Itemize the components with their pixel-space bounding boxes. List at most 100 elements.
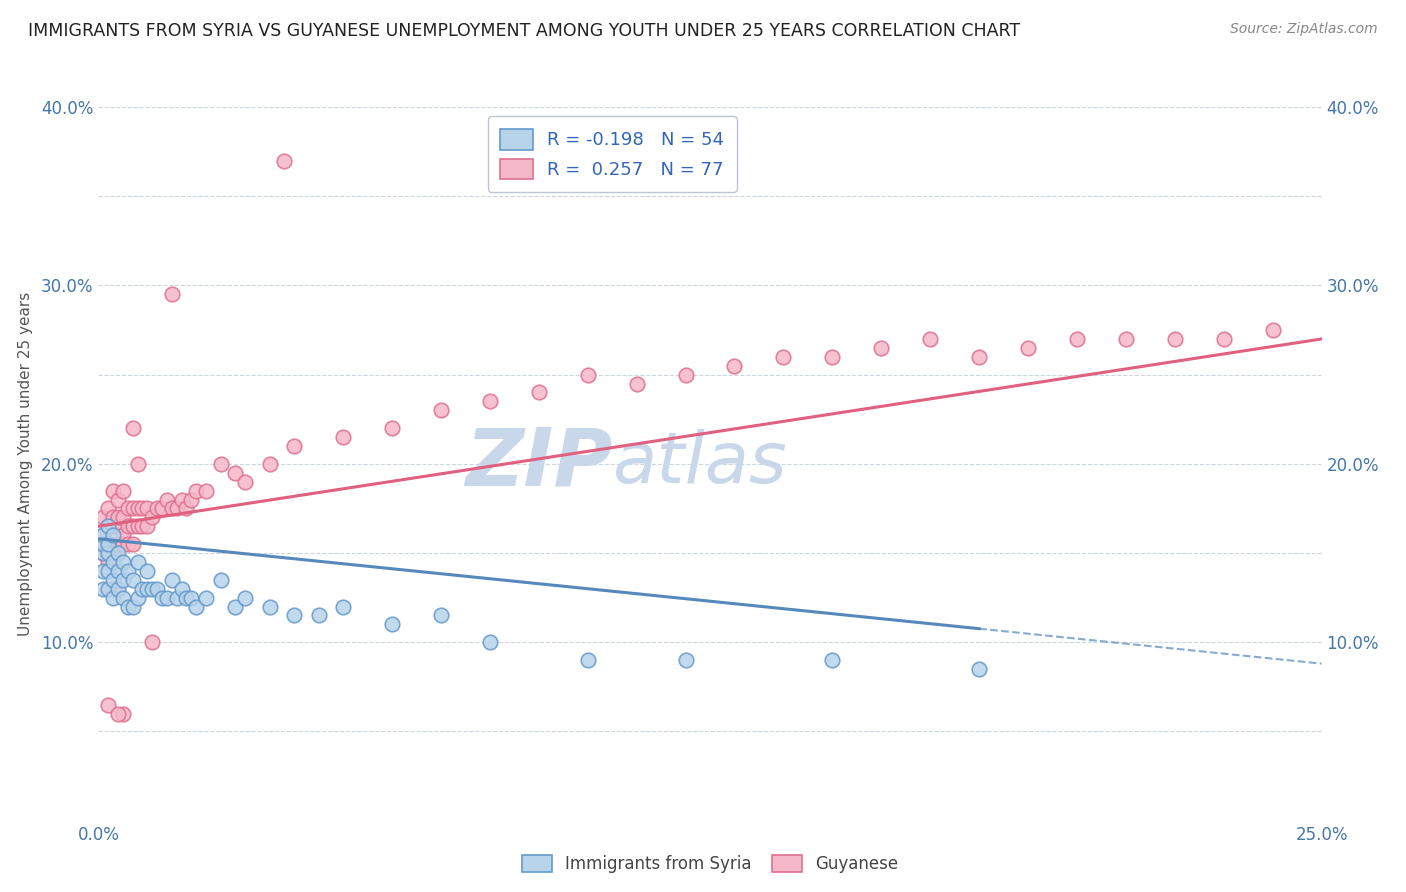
Point [156,591,179,605]
Text: Source: ZipAtlas.com: Source: ZipAtlas.com [1230,22,1378,37]
Point [131,519,153,533]
Point [91,537,114,551]
Point [160,287,183,301]
Point [127,555,149,569]
Point [91,510,114,524]
Point [626,376,648,391]
Point [141,635,163,649]
Point [576,368,599,382]
Point [107,519,129,533]
Point [111,591,134,605]
Point [111,528,134,542]
Point [91,537,114,551]
Point [1212,332,1234,346]
Point [97,537,120,551]
Point [97,519,120,533]
Point [150,591,173,605]
Point [772,350,794,364]
Point [283,439,305,453]
Point [1066,332,1088,346]
Y-axis label: Unemployment Among Youth under 25 years: Unemployment Among Youth under 25 years [18,292,32,636]
Point [332,599,354,614]
Point [180,492,202,507]
Point [141,582,163,596]
Legend: Immigrants from Syria, Guyanese: Immigrants from Syria, Guyanese [515,848,905,880]
Point [478,394,501,409]
Point [136,519,159,533]
Point [117,564,139,578]
Point [97,537,120,551]
Point [967,662,990,676]
Point [146,582,169,596]
Point [1115,332,1137,346]
Point [308,608,330,623]
Point [101,510,124,524]
Point [107,537,129,551]
Point [121,421,143,435]
Point [131,582,153,596]
Point [91,546,114,560]
Point [170,582,193,596]
Point [107,492,129,507]
Point [166,591,188,605]
Point [233,591,256,605]
Point [111,706,134,721]
Point [209,457,232,471]
Point [273,153,295,168]
Point [146,501,169,516]
Point [576,653,599,667]
Point [1017,341,1039,355]
Point [176,501,198,516]
Point [121,599,143,614]
Point [111,483,134,498]
Point [111,555,134,569]
Point [283,608,305,623]
Point [224,466,246,480]
Point [723,359,745,373]
Point [259,457,281,471]
Point [527,385,550,400]
Point [111,573,134,587]
Point [107,706,129,721]
Point [127,591,149,605]
Point [967,350,990,364]
Text: IMMIGRANTS FROM SYRIA VS GUYANESE UNEMPLOYMENT AMONG YOUTH UNDER 25 YEARS CORREL: IMMIGRANTS FROM SYRIA VS GUYANESE UNEMPL… [28,22,1021,40]
Point [186,483,208,498]
Point [97,698,120,712]
Point [121,537,143,551]
Point [259,599,281,614]
Point [870,341,893,355]
Point [91,582,114,596]
Point [121,501,143,516]
Point [91,546,114,560]
Point [101,582,124,596]
Point [430,608,453,623]
Point [127,519,149,533]
Point [101,528,124,542]
Point [136,582,159,596]
Point [136,501,159,516]
Point [117,519,139,533]
Point [101,573,124,587]
Point [186,599,208,614]
Point [478,635,501,649]
Point [821,653,844,667]
Point [97,555,120,569]
Point [381,617,404,632]
Point [224,599,246,614]
Point [131,501,153,516]
Point [180,591,202,605]
Point [91,564,114,578]
Point [170,492,193,507]
Point [107,564,129,578]
Point [97,519,120,533]
Point [101,546,124,560]
Point [920,332,942,346]
Point [195,483,218,498]
Point [150,501,173,516]
Point [107,510,129,524]
Point [1261,323,1284,337]
Point [107,582,129,596]
Text: ZIP: ZIP [465,425,612,503]
Point [101,519,124,533]
